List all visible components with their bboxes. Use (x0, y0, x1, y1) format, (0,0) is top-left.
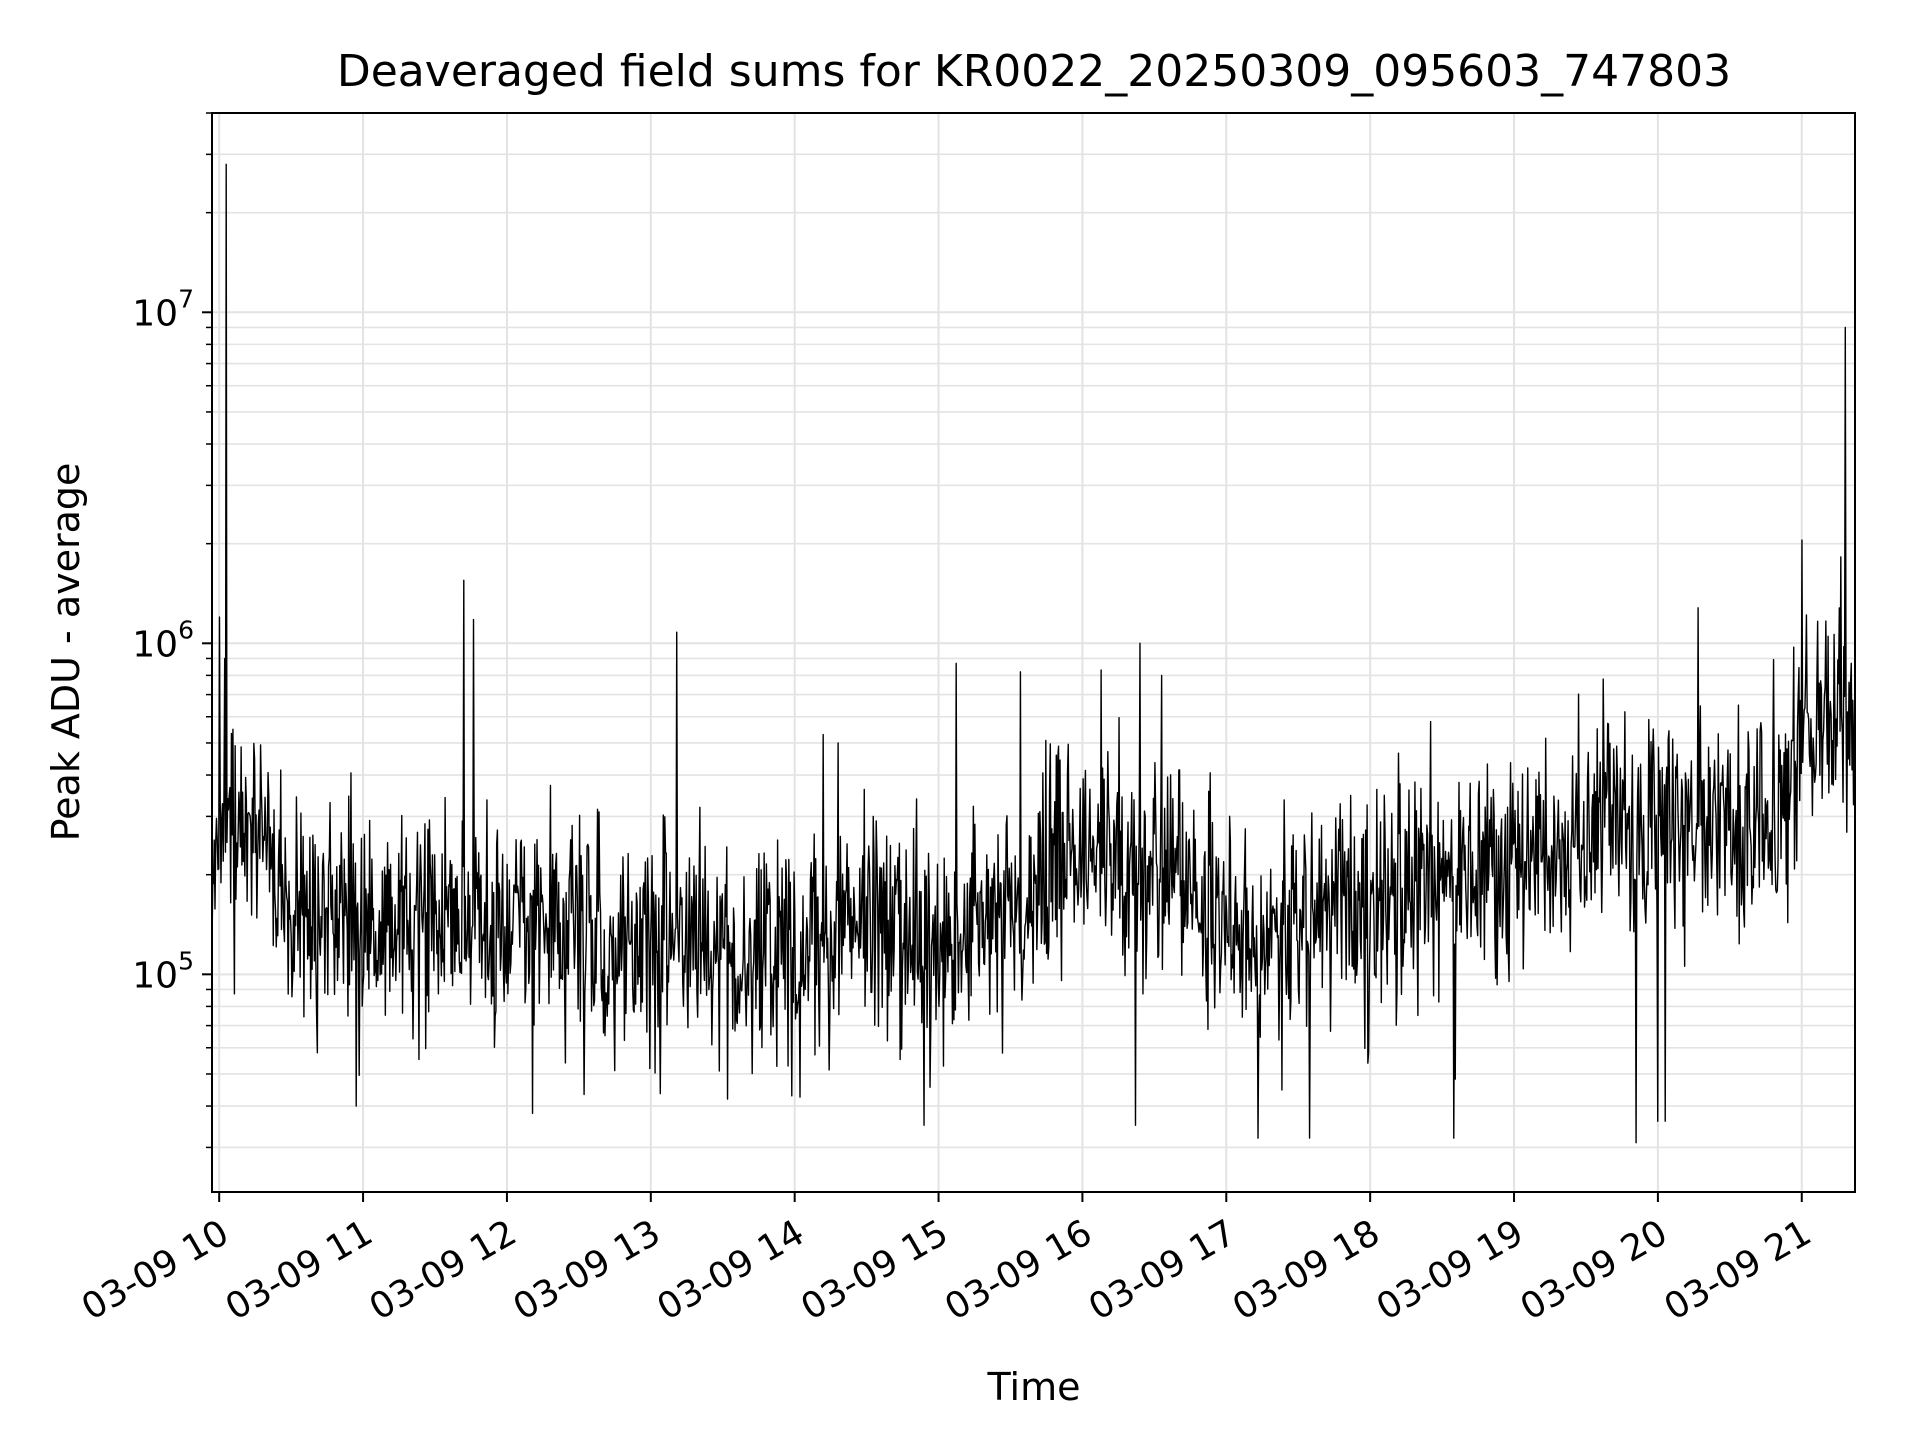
series-line (211, 163, 1856, 1144)
y-axis: 105 106 107 (132, 112, 212, 1149)
chart-title: Deaveraged field sums for KR0022_2025030… (337, 46, 1731, 97)
y-tick-label: 107 (132, 284, 194, 334)
plot-frame (211, 112, 1856, 1193)
x-axis-label: Time (987, 1365, 1081, 1409)
y-axis-label: Peak ADU - average (44, 463, 88, 842)
y-tick-label: 106 (132, 615, 194, 665)
series-layer (211, 163, 1856, 1144)
y-tick-label: 105 (132, 946, 194, 996)
